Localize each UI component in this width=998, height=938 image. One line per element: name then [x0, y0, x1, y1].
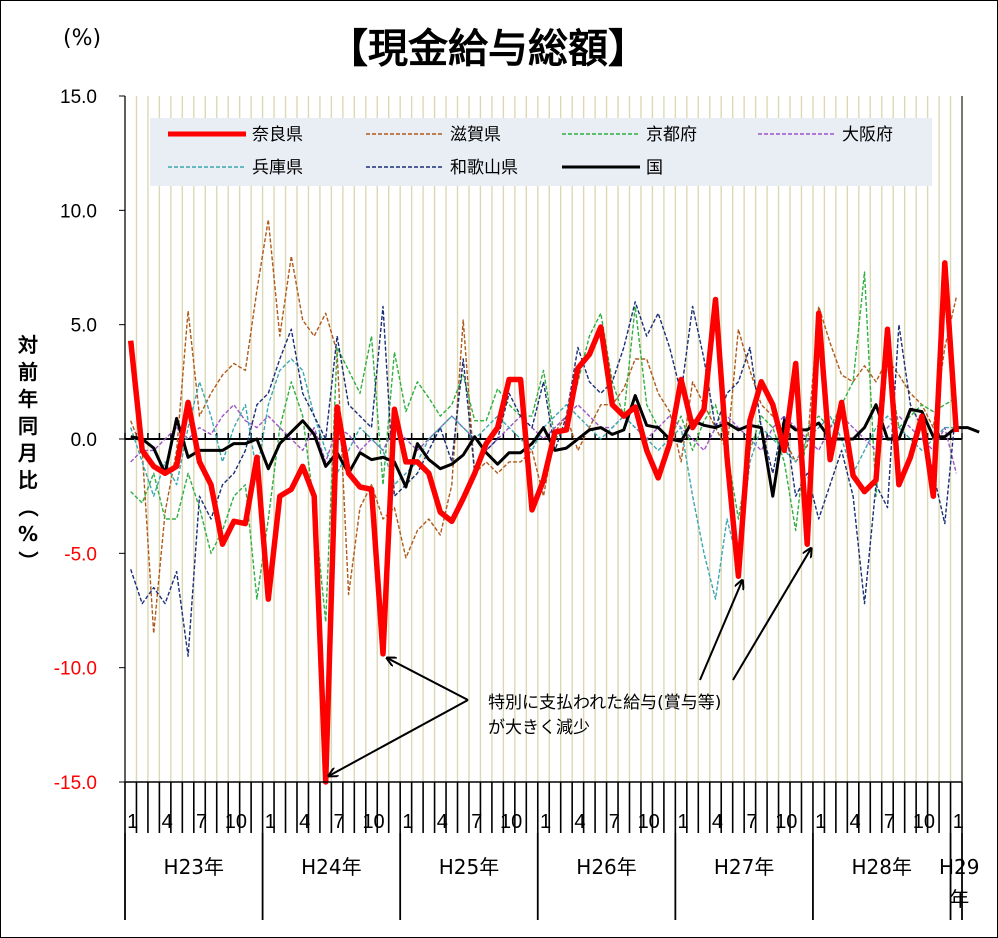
x-month-label: 10 [500, 811, 522, 833]
annotation-arrow [387, 658, 469, 701]
x-month-label: 10 [225, 811, 247, 833]
annotation-arrow [732, 548, 811, 681]
annotation-line-1: 特別に支払われた給与(賞与等) [488, 693, 721, 713]
y-tick-label: 10.0 [60, 201, 97, 222]
x-year-label: H28年 [851, 855, 912, 879]
legend-entry: 滋賀県 [450, 125, 501, 145]
x-month-label: 1 [953, 811, 964, 833]
legend-entry: 国 [646, 158, 663, 178]
legend-entry: 大阪府 [842, 125, 893, 145]
annotation-arrow [329, 699, 469, 776]
y-axis-label-char: % [18, 522, 38, 546]
x-month-label: 4 [299, 811, 310, 833]
y-axis-label-char: （ [16, 497, 40, 517]
series-lines [127, 218, 980, 785]
legend-entry: 兵庫県 [252, 158, 303, 178]
x-year-label: H27年 [714, 855, 775, 879]
y-tick-label: -10.0 [54, 659, 97, 680]
x-month-label: 4 [574, 811, 585, 833]
x-year-label: H24年 [301, 855, 362, 879]
x-year-label: H26年 [576, 855, 637, 879]
chart-title: 【現金給与総額】 [328, 26, 648, 72]
x-month-label: 1 [402, 811, 413, 833]
series-line [130, 301, 957, 657]
series-line [130, 271, 957, 623]
x-month-label: 1 [540, 811, 551, 833]
x-month-label: 10 [913, 811, 935, 833]
x-axis: 1 4 7 10 1 4 7 10 1 4 7 10 1 4 7 10 1 4 7 10 1 4 7 10 1 H23年 H24年 H… [124, 781, 980, 920]
y-tick-label: -5.0 [64, 544, 97, 565]
y-axis-ticks: 15.0 10.0 5.0 0.0 -5.0 -10.0 -15.0 [54, 87, 963, 794]
x-year-label-suffix: 年 [949, 887, 969, 911]
annotation-arrow [699, 580, 742, 681]
unit-label: (%) [63, 26, 101, 51]
x-year-label: H23年 [164, 855, 225, 879]
x-month-label: 1 [127, 811, 138, 833]
annotation: 特別に支払われた給与(賞与等) が大きく減少 [329, 548, 812, 776]
x-month-label: 1 [678, 811, 689, 833]
legend-entry: 京都府 [646, 125, 697, 145]
x-month-label: 7 [471, 811, 482, 833]
x-month-label: 7 [609, 811, 620, 833]
series-line [130, 394, 980, 498]
x-year-label: H25年 [439, 855, 500, 879]
y-axis-label-char: 月 [17, 441, 38, 465]
legend-entry: 和歌山県 [450, 158, 518, 178]
x-month-label: 4 [850, 811, 861, 833]
x-month-label: 1 [265, 811, 276, 833]
x-month-label: 7 [334, 811, 345, 833]
y-axis-label-char: 比 [18, 468, 38, 492]
series-line [127, 260, 960, 785]
x-month-label: 10 [775, 811, 797, 833]
legend-box [150, 118, 932, 186]
y-axis-label-char: 対 [17, 333, 38, 357]
y-axis-label-char: ） [16, 551, 40, 571]
x-month-label: 4 [437, 811, 448, 833]
x-month-label: 7 [884, 811, 895, 833]
y-tick-label: -15.0 [54, 773, 97, 794]
x-month-label: 1 [815, 811, 826, 833]
x-month-label: 10 [362, 811, 384, 833]
series-line [130, 404, 957, 474]
x-month-label: 4 [712, 811, 723, 833]
y-tick-label: 0.0 [71, 430, 97, 451]
annotation-line-2: が大きく減少 [488, 718, 590, 738]
x-month-label: 7 [196, 811, 207, 833]
y-tick-label: 5.0 [71, 316, 97, 337]
y-axis-label-char: 前 [18, 360, 38, 384]
y-tick-label: 15.0 [60, 87, 97, 108]
x-month-label: 7 [746, 811, 757, 833]
x-month-label: 4 [162, 811, 173, 833]
x-month-label: 10 [638, 811, 660, 833]
x-year-label: H29 [939, 855, 980, 879]
y-axis-label-char: 同 [18, 414, 38, 438]
y-axis-label-char: 年 [18, 387, 38, 411]
legend-entry: 奈良県 [252, 125, 303, 145]
